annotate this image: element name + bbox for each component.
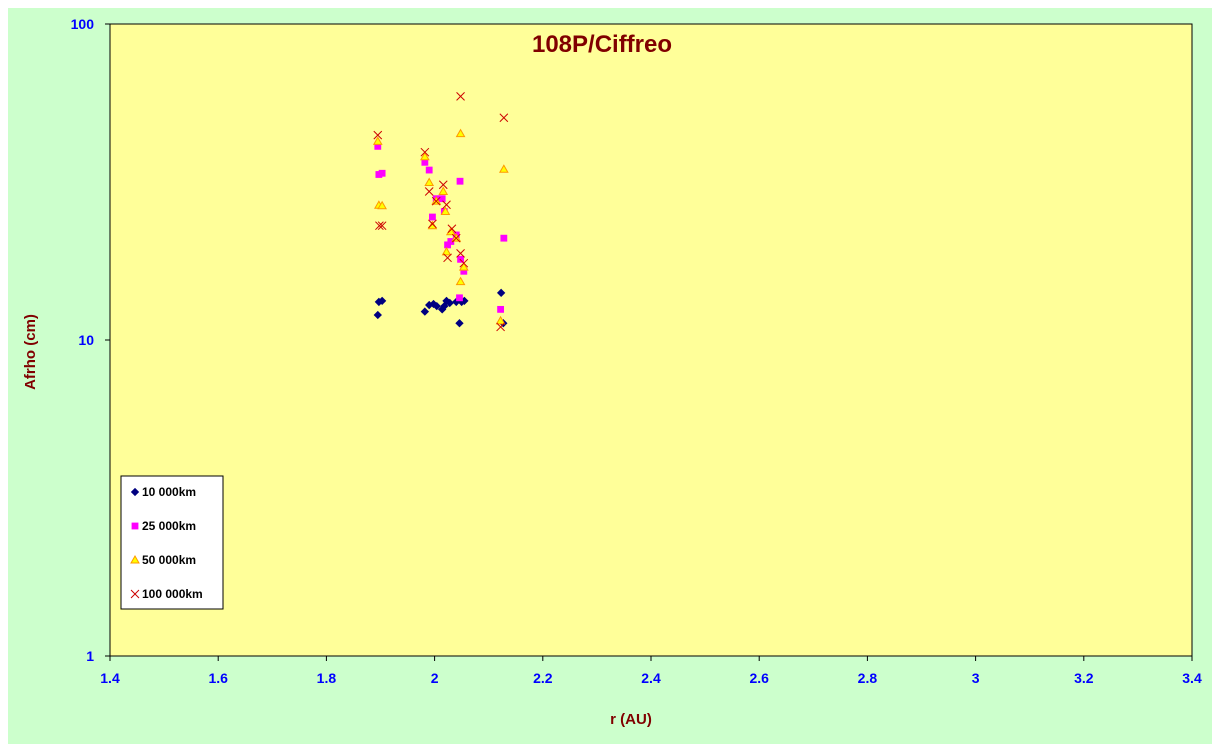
data-point [460,267,468,275]
legend-label-10000km: 10 000km [142,485,196,499]
data-point [456,92,465,101]
data-point [438,186,449,196]
data-point [420,147,430,157]
legend-label-100000km: 100 000km [142,587,203,601]
data-point [455,276,466,286]
legend-label-50000km: 50 000km [142,553,196,567]
data-points [372,92,509,332]
data-point [443,253,452,263]
y-tick-label: 100 [71,16,95,32]
data-point [441,246,452,256]
x-axis-title: r (AU) [610,711,652,728]
data-point [424,177,435,187]
x-tick-label: 3.4 [1182,670,1202,686]
plot-area [109,23,1193,657]
data-point [427,220,438,230]
x-tick-label: 2 [431,670,439,686]
data-point [455,319,464,328]
legend-markers [130,487,140,599]
legend-marker [130,554,140,564]
data-point [420,307,430,316]
data-point [432,301,441,311]
y-axis-title: Afrho (cm) [22,314,39,390]
data-point [377,221,387,231]
x-tick-label: 1.4 [100,670,120,686]
data-point [438,180,448,190]
chart-area: 1.4 1.6 1.8 2 2.2 2.4 2.6 2.8 3 3.2 3.4 1 10 100 108P… [8,8,1212,744]
y-tick-label: 10 [78,332,94,348]
data-point [447,224,457,234]
data-point [420,151,430,161]
data-point [378,169,386,177]
data-point [445,298,454,308]
data-point [373,310,382,320]
data-point [459,258,469,268]
data-point [500,234,508,242]
x-tick-label: 3.2 [1074,670,1094,686]
data-point [442,200,451,210]
data-point [498,164,509,173]
series-3 [373,92,509,332]
data-point [440,206,451,216]
data-point [496,322,505,332]
data-point [428,219,437,229]
x-tick-label: 2.8 [858,670,878,686]
data-point [499,113,509,123]
data-point [497,305,505,313]
data-point [424,187,434,196]
data-point [458,262,469,271]
data-point [373,130,383,140]
legend-marker [131,522,139,530]
legend: 10 000km 25 000km 50 000km 100 000km [120,475,224,610]
data-point [421,158,429,166]
data-point [455,128,466,138]
x-tick-label: 2.4 [641,670,661,686]
legend-marker [130,589,140,599]
legend-label-25000km: 25 000km [142,519,196,533]
x-tick-label: 2.2 [533,670,553,686]
chart-svg: 1.4 1.6 1.8 2 2.2 2.4 2.6 2.8 3 3.2 3.4 1 10 100 108P… [22,16,1202,728]
chart-title: 108P/Ciffreo [532,31,672,58]
data-point [377,200,387,210]
data-point [429,213,436,221]
data-point [447,238,455,245]
legend-box [120,475,224,610]
data-point [456,294,463,302]
data-point [451,233,461,243]
series-2 [372,128,509,325]
x-tick-label: 3 [972,670,980,686]
axis-ticks: 1.4 1.6 1.8 2 2.2 2.4 2.6 2.8 3 3.2 3.4 1 10 100 [71,16,1202,686]
data-point [495,315,506,325]
data-point [438,195,446,203]
data-point [425,166,433,174]
y-tick-label: 1 [86,648,94,664]
data-point [374,142,382,150]
x-tick-label: 1.6 [208,670,228,686]
legend-marker [130,487,140,497]
x-tick-label: 2.6 [749,670,769,686]
data-point [377,296,387,306]
x-tick-label: 1.8 [317,670,337,686]
data-point [431,196,441,206]
data-point [375,221,384,231]
data-point [456,249,465,258]
data-point [496,288,506,298]
data-point [456,177,464,185]
data-point [372,136,383,145]
